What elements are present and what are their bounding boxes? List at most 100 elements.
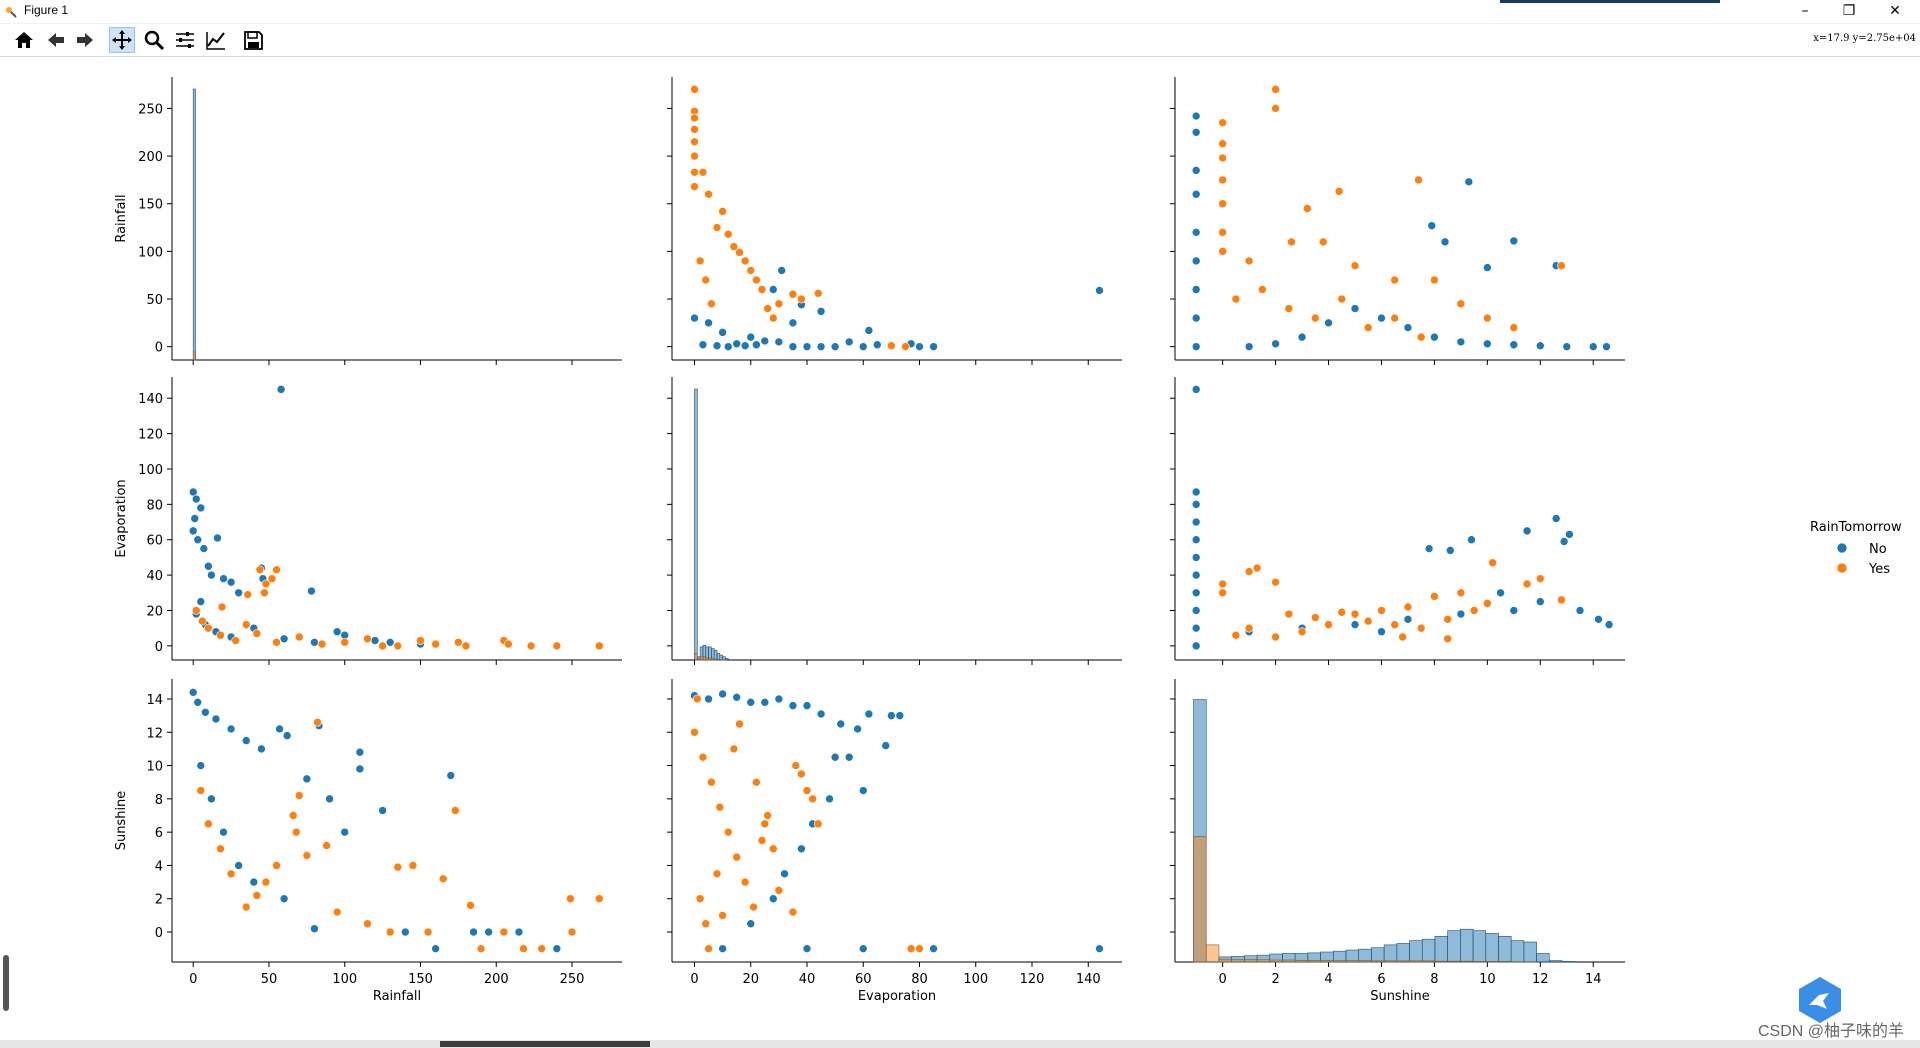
scatter-point-yes (340, 638, 350, 647)
y-tick-label: 2 (155, 893, 163, 908)
save-button[interactable] (240, 27, 266, 53)
scatter-point-no (929, 342, 938, 351)
hist-bar-evaporation-yes (708, 657, 712, 661)
scatter-point-yes (690, 727, 699, 737)
scatter-point-yes (1244, 623, 1254, 633)
x-tick-label: 12 (1532, 972, 1549, 987)
scatter-point-yes (385, 927, 395, 937)
scatter-point-no (310, 924, 319, 934)
scatter-point-no (193, 698, 203, 707)
pairplot-figure[interactable]: 0501001502002500204060801001201400246810… (0, 57, 1920, 1040)
hist-bar-sunshine-no (1485, 933, 1499, 963)
scatter-point-yes (204, 819, 213, 829)
vertical-scrollbar-thumb[interactable] (3, 955, 9, 1011)
scatter-point-yes (695, 894, 705, 904)
scatter-point-yes (901, 342, 910, 351)
scatter-point-no (1403, 323, 1413, 332)
scatter-point-yes (1403, 602, 1413, 612)
scatter-point-no (1191, 606, 1201, 615)
hist-bar-sunshine-yes (1460, 960, 1474, 963)
scatter-point-no (1244, 342, 1254, 351)
y-tick-label: 0 (155, 640, 163, 655)
hist-bar-sunshine-yes (1218, 958, 1232, 963)
scatter-point-yes (701, 275, 711, 285)
x-tick-label: 40 (799, 972, 816, 987)
scatter-point-yes (393, 641, 403, 651)
hist-bar-sunshine-no (1472, 930, 1487, 963)
x-tick-label: 2 (1271, 972, 1279, 987)
scatter-point-yes (1557, 595, 1566, 605)
scatter-point-no (1191, 111, 1201, 121)
scatter-point-yes (1271, 85, 1280, 94)
scatter-point-yes (797, 294, 806, 304)
minimize-button[interactable]: – (1801, 3, 1809, 19)
y-tick-label: 80 (146, 498, 163, 513)
scatter-point-no (191, 494, 201, 504)
scatter-point-no (732, 693, 741, 702)
scatter-point-no (469, 927, 478, 937)
edit-axes-button[interactable] (203, 27, 229, 53)
scatter-point-no (514, 927, 524, 937)
scatter-point-yes (1284, 304, 1294, 313)
scatter-point-no (1191, 570, 1201, 580)
hist-bar-evaporation-no (725, 658, 729, 661)
configure-subplots-button[interactable] (172, 27, 198, 53)
scatter-point-yes (749, 902, 758, 912)
pan-button[interactable] (109, 27, 135, 53)
scatter-point-yes (1430, 592, 1439, 601)
scatter-point-no (1095, 944, 1104, 953)
forward-button[interactable] (72, 27, 98, 53)
scatter-point-yes (695, 256, 705, 266)
hist-bar-sunshine-yes (1294, 959, 1309, 963)
x-tick-label: 0 (189, 972, 197, 987)
scatter-point-no (219, 574, 228, 583)
scatter-point-no (1095, 286, 1104, 295)
scatter-point-no (825, 794, 834, 804)
scatter-point-yes (698, 167, 708, 177)
y-tick-label: 100 (138, 463, 163, 478)
hist-bar-sunshine-yes (1485, 961, 1499, 963)
scatter-point-yes (393, 862, 403, 872)
scatter-point-yes (1218, 118, 1227, 128)
scatter-point-yes (332, 907, 342, 917)
scatter-point-yes (594, 641, 604, 651)
scatter-point-yes (1363, 616, 1373, 626)
scatter-point-yes (704, 189, 713, 199)
scatter-point-yes (363, 634, 372, 644)
y-axis-label-evaporation: Evaporation (114, 479, 129, 557)
x-axis-label-evaporation: Evaporation (858, 989, 936, 1004)
scatter-point-yes (1218, 228, 1227, 237)
hist-bar-sunshine-yes (1383, 960, 1398, 963)
scatter-point-yes (272, 861, 281, 870)
hist-bar-evaporation-yes (716, 659, 721, 661)
scatter-point-no (698, 340, 708, 350)
scatter-point-no (746, 332, 756, 342)
hist-bar-sunshine-no (1371, 947, 1385, 963)
scatter-point-yes (698, 752, 708, 762)
scatter-point-yes (757, 285, 767, 294)
back-button[interactable] (43, 27, 69, 53)
hist-bar-sunshine-no (1510, 940, 1525, 963)
close-button[interactable]: ✕ (1889, 3, 1901, 19)
zoom-button[interactable] (141, 27, 167, 53)
scatter-point-yes (519, 944, 528, 953)
horizontal-scrollbar[interactable] (0, 1040, 1920, 1048)
scatter-point-no (370, 636, 380, 645)
y-axis-label-sunshine: Sunshine (114, 791, 129, 851)
scatter-point-no (1535, 597, 1545, 606)
scatter-point-yes (1231, 294, 1241, 304)
scatter-point-yes (746, 266, 756, 275)
horizontal-scrollbar-thumb[interactable] (440, 1041, 650, 1047)
scatter-point-no (1483, 339, 1492, 349)
hist-bar-sunshine-yes (1358, 960, 1372, 963)
scatter-point-no (196, 597, 206, 606)
scatter-point-yes (1271, 577, 1280, 587)
scatter-point-no (332, 627, 342, 637)
scatter-point-no (746, 919, 756, 929)
home-button[interactable] (11, 27, 37, 53)
y-tick-label: 140 (138, 392, 163, 407)
scatter-point-no (802, 701, 812, 710)
restore-button[interactable]: ❐ (1842, 3, 1856, 19)
x-axis-label-rainfall: Rainfall (373, 989, 421, 1004)
scatter-point-no (836, 719, 846, 729)
